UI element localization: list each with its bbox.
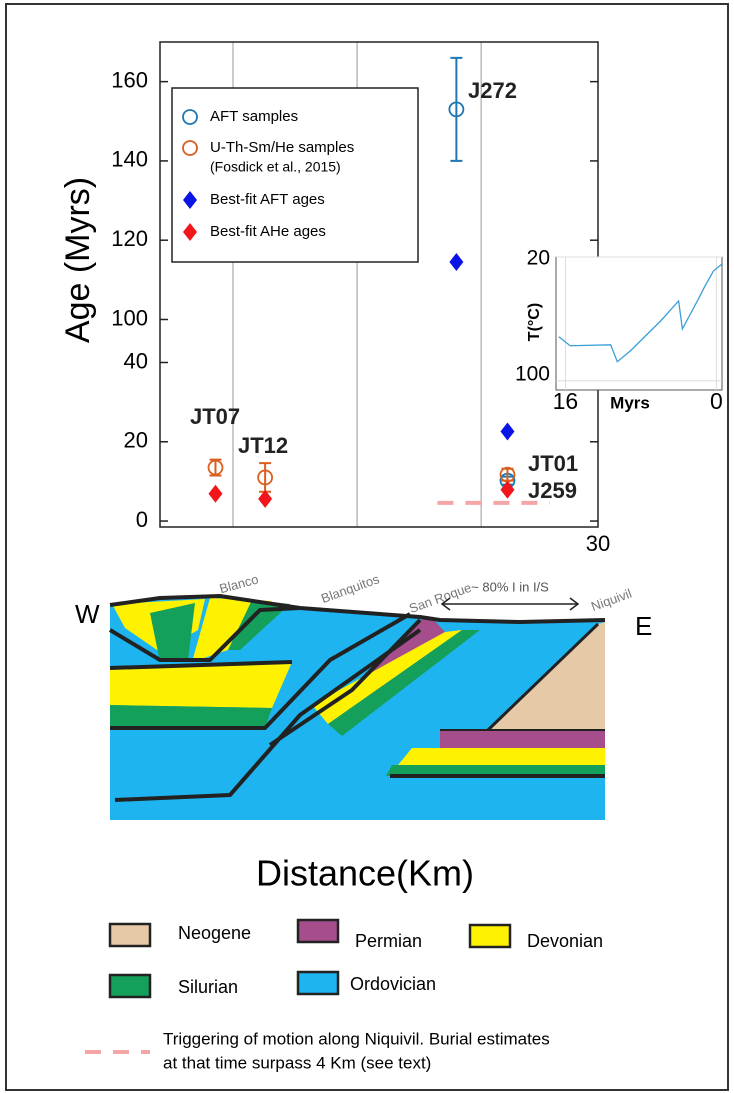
- east-label: E: [635, 611, 652, 641]
- inset-y-title: T(°C): [526, 303, 543, 341]
- legend-label: Ordovician: [350, 974, 436, 994]
- legend-marker: [183, 223, 197, 241]
- marker: [258, 489, 273, 508]
- cross-section: [108, 594, 606, 820]
- marker: [500, 422, 515, 441]
- error-bar: [209, 458, 222, 477]
- marker: [208, 484, 223, 503]
- y-tick-label: 20: [527, 247, 550, 270]
- y-tick-label: 160: [111, 67, 148, 92]
- y-tick-label: 140: [111, 147, 148, 172]
- legend-marker: [183, 191, 197, 209]
- point-label: JT07: [190, 404, 240, 429]
- x-axis-title: Distance(Km): [256, 853, 474, 894]
- marker: [207, 459, 224, 476]
- y-tick-label: 20: [124, 428, 148, 453]
- clay-note: ~ 80% I in I/S: [471, 579, 549, 594]
- marker: [257, 469, 274, 486]
- legend-swatch: [468, 923, 512, 949]
- y-tick-label: 100: [111, 305, 148, 330]
- legend-label: U-Th-Sm/He samples: [210, 139, 354, 156]
- legend-marker: [182, 109, 198, 125]
- y-axis-title: Age (Myrs): [59, 177, 97, 343]
- legend-box: [171, 87, 419, 263]
- error-bar: [450, 56, 463, 162]
- point-label: J259: [528, 478, 577, 503]
- y-tick-label: 40: [124, 348, 148, 373]
- frame: [5, 3, 729, 1091]
- legend-marker: [182, 140, 198, 156]
- legend-label: Best-fit AFT ages: [210, 191, 325, 208]
- legend-label: (Fosdick et al., 2015): [210, 159, 341, 175]
- x-tick-label: 0: [710, 388, 723, 414]
- legend-label: AFT samples: [210, 108, 298, 125]
- marker: [449, 253, 464, 272]
- legend-swatch: [296, 918, 340, 944]
- x-tick-label: 16: [553, 388, 579, 414]
- point-label: JT12: [238, 433, 288, 458]
- inset-area: [555, 256, 723, 391]
- place-label: Niquivil: [589, 586, 634, 614]
- marker: [500, 480, 515, 499]
- place-label: Blanco: [218, 571, 260, 596]
- point-label: JT01: [528, 451, 578, 476]
- legend-swatch: [108, 973, 152, 999]
- reference-note: Triggering of motion along Niquivil. Bur…: [163, 1029, 550, 1048]
- y-tick-label: 100: [515, 362, 550, 385]
- place-label: San Roque: [407, 580, 473, 616]
- marker: [448, 101, 465, 118]
- legend-label: Permian: [355, 931, 422, 951]
- inset-x-title: Myrs: [610, 393, 650, 412]
- y-tick-label: 0: [136, 507, 148, 532]
- legend-label: Silurian: [178, 977, 238, 997]
- x-tick-label: 30: [586, 531, 610, 556]
- west-label: W: [75, 599, 100, 629]
- legend-label: Devonian: [527, 931, 603, 951]
- double-arrow: [440, 597, 580, 611]
- point-label: J272: [468, 78, 517, 103]
- temperature-line: [558, 263, 723, 363]
- legend-swatch: [296, 970, 340, 996]
- legend-label: Best-fit AHe ages: [210, 223, 326, 240]
- place-label: Blanquitos: [319, 571, 382, 606]
- legend-label: Neogene: [178, 923, 251, 943]
- y-tick-label: 120: [111, 226, 148, 251]
- legend-swatch: [108, 922, 152, 948]
- reference-note: at that time surpass 4 Km (see text): [163, 1053, 431, 1072]
